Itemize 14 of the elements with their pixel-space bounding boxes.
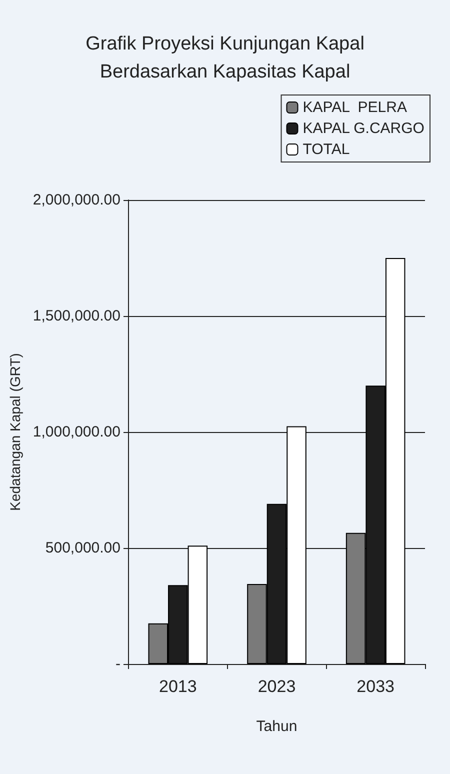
legend-label: TOTAL <box>302 141 350 158</box>
y-tick-label: 500,000.00 <box>45 540 120 556</box>
x-tick-label: 2013 <box>158 677 197 696</box>
legend-label: KAPAL PELRA <box>302 99 407 116</box>
legend-label: KAPAL G.CARGO <box>302 120 424 137</box>
y-axis-title: Kedatangan Kapal (GRT) <box>7 353 23 511</box>
y-tick-label: 2,000,000.00 <box>32 192 120 208</box>
x-tick-label: 2033 <box>356 677 394 696</box>
chart-title: Grafik Proyeksi Kunjungan Kapal Berdasarkan Kapasitas Kapal <box>86 34 364 82</box>
y-tick-label: - <box>115 656 120 672</box>
x-tick-label: 2023 <box>258 677 296 696</box>
y-tick-label: 1,000,000.00 <box>32 424 120 440</box>
x-axis-title: Tahun <box>256 718 298 735</box>
y-tick-label: 1,500,000.00 <box>32 308 120 324</box>
